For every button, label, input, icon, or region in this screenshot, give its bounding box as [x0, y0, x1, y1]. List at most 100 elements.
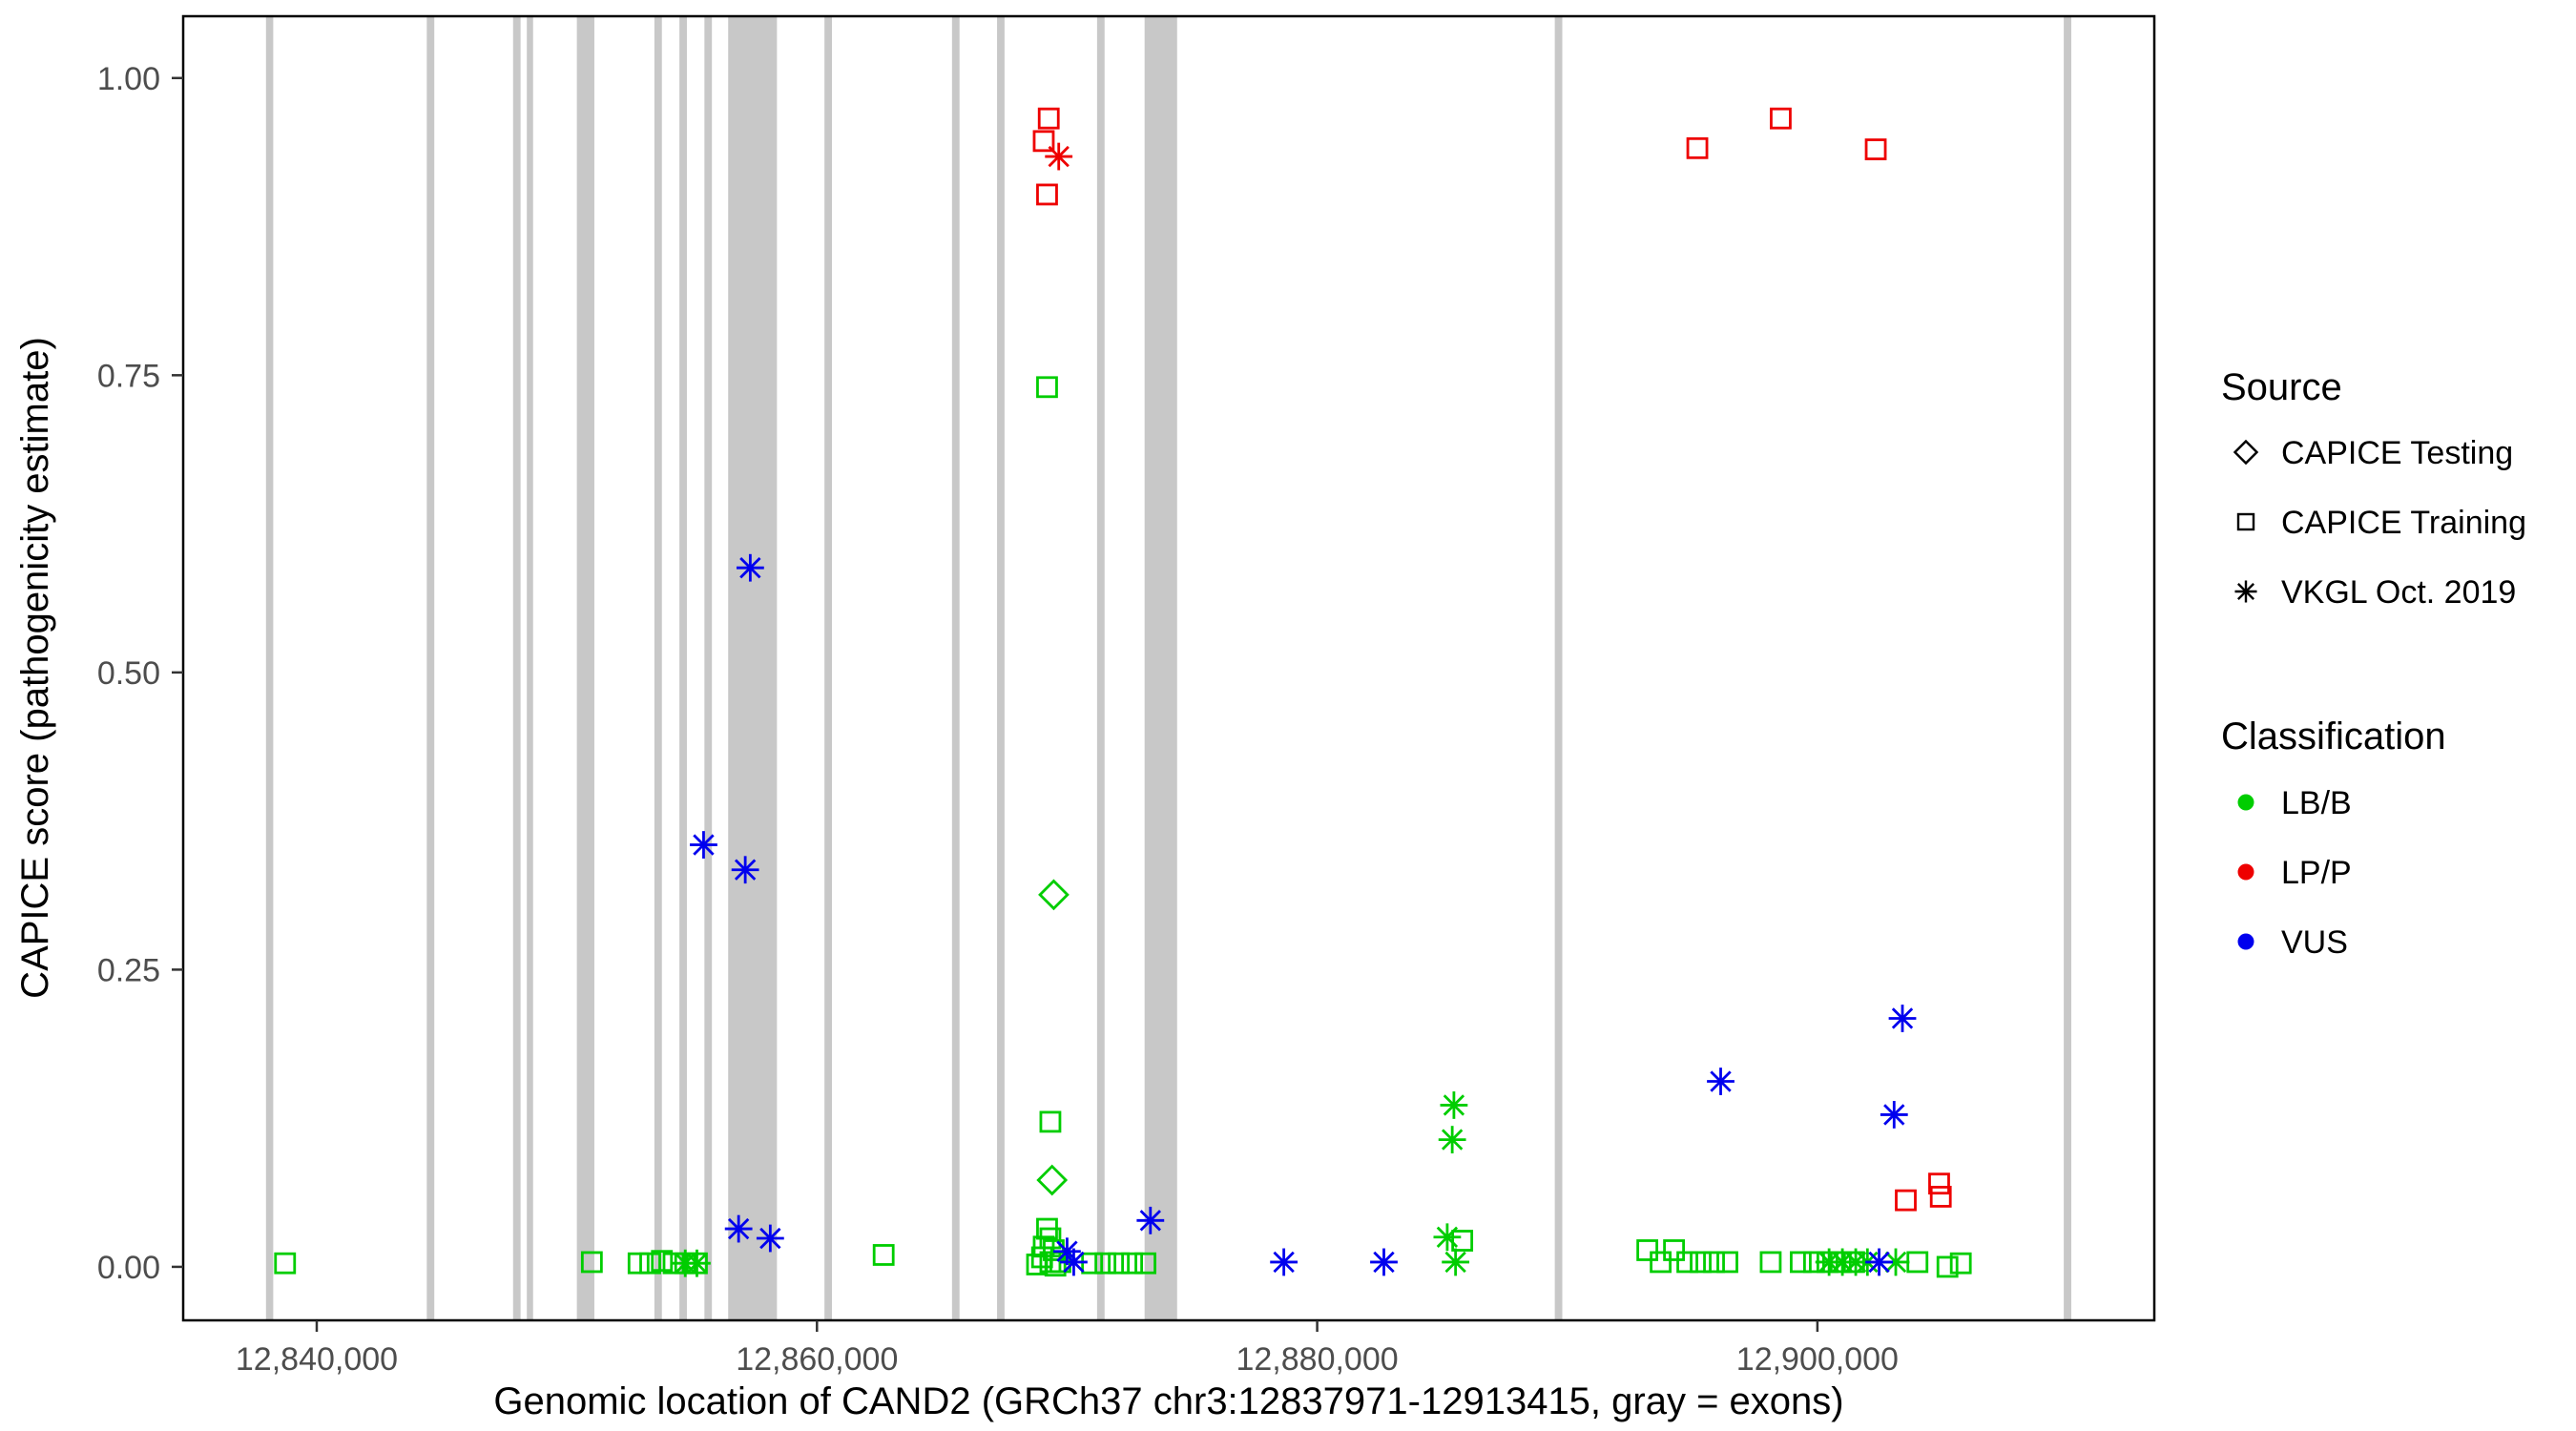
- data-point: [1442, 1248, 1470, 1276]
- legend-item-capice-testing: CAPICE Testing: [2281, 435, 2513, 471]
- exon-bar: [679, 16, 687, 1320]
- data-point: [1703, 1251, 1725, 1274]
- panel-border: [181, 14, 2156, 1322]
- y-tick-label: 0.75: [97, 358, 160, 394]
- data-point: [724, 1214, 753, 1243]
- y-tick-label: 0.50: [97, 655, 160, 692]
- exon-bar: [654, 16, 662, 1320]
- legend-item-lpp: LP/P: [2281, 855, 2352, 891]
- exon-bar: [1144, 16, 1177, 1320]
- data-point: [1636, 1239, 1659, 1261]
- data-point: [1370, 1248, 1398, 1276]
- data-point: [1928, 1172, 1950, 1195]
- exon-bar: [426, 16, 435, 1320]
- data-point: [1108, 1252, 1131, 1275]
- data-point: [736, 553, 764, 582]
- legend-item-lbb: LB/B: [2281, 785, 2352, 821]
- data-point: [1038, 879, 1070, 911]
- legend-item-vkgl: VKGL Oct. 2019: [2281, 574, 2516, 611]
- data-point: [1707, 1068, 1735, 1095]
- exon-bar: [728, 16, 778, 1320]
- data-point: [1770, 107, 1792, 130]
- data-point: [651, 1250, 674, 1273]
- data-point: [1060, 1248, 1088, 1276]
- legend-classification-title: Classification: [2221, 716, 2446, 757]
- data-point: [1134, 1252, 1156, 1275]
- exon-bar: [704, 16, 713, 1320]
- data-point: [1136, 1206, 1165, 1234]
- legend-item-vus: VUS: [2281, 924, 2348, 961]
- exon-bar: [265, 16, 274, 1320]
- data-point: [731, 856, 759, 884]
- exon-bar: [2064, 16, 2071, 1320]
- legend-source-title: Source: [2221, 366, 2342, 408]
- x-axis-title: Genomic location of CAND2 (GRCh37 chr3:1…: [493, 1380, 1843, 1422]
- data-point: [1036, 183, 1058, 206]
- data-point: [1440, 1091, 1468, 1119]
- data-point: [1663, 1239, 1685, 1261]
- data-point: [1906, 1251, 1929, 1274]
- data-point: [756, 1224, 784, 1253]
- y-axis-title: CAPICE score (pathogenicity estimate): [14, 337, 56, 999]
- data-point: [1888, 1005, 1917, 1032]
- classification-dot-icon: [2237, 933, 2254, 950]
- data-point: [1039, 1110, 1062, 1133]
- y-tick-label: 0.00: [97, 1250, 160, 1286]
- x-tick-label: 12,860,000: [736, 1341, 898, 1378]
- data-point: [1880, 1101, 1908, 1129]
- square-legend-icon: [2236, 512, 2255, 531]
- data-point: [1032, 130, 1055, 153]
- data-point: [1045, 142, 1073, 171]
- data-point: [1044, 1255, 1067, 1277]
- data-point: [1270, 1248, 1298, 1276]
- exon-bar: [1554, 16, 1563, 1320]
- data-point: [1036, 376, 1058, 399]
- data-point: [1895, 1189, 1917, 1212]
- classification-dot-icon: [2237, 794, 2254, 811]
- legend-item-capice-training: CAPICE Training: [2281, 505, 2526, 541]
- data-point: [690, 831, 717, 859]
- data-point: [274, 1252, 297, 1275]
- data-point: [1121, 1252, 1143, 1275]
- diamond-legend-icon: [2233, 439, 2259, 466]
- x-tick-label: 12,840,000: [236, 1341, 398, 1378]
- data-point: [639, 1252, 661, 1275]
- y-tick-label: 1.00: [97, 61, 160, 97]
- data-point: [1789, 1251, 1812, 1274]
- asterisk-legend-icon: [2234, 580, 2257, 603]
- data-point: [683, 1249, 711, 1277]
- data-point: [1864, 138, 1887, 160]
- data-point: [1690, 1251, 1712, 1274]
- exon-bar: [997, 16, 1005, 1320]
- exon-bar: [527, 16, 533, 1320]
- data-point: [1759, 1251, 1782, 1274]
- data-point: [627, 1252, 650, 1275]
- exon-bar: [951, 16, 960, 1320]
- data-point: [872, 1244, 895, 1266]
- data-point: [1949, 1252, 1972, 1275]
- data-point: [1438, 1126, 1466, 1153]
- data-point: [1676, 1251, 1698, 1274]
- classification-dot-icon: [2237, 863, 2254, 881]
- data-point: [1936, 1255, 1959, 1278]
- data-point: [1686, 136, 1709, 159]
- data-point: [1716, 1251, 1738, 1274]
- x-tick-label: 12,900,000: [1736, 1341, 1899, 1378]
- data-point: [1036, 1164, 1069, 1196]
- y-tick-label: 0.25: [97, 952, 160, 988]
- exon-bar: [576, 16, 594, 1320]
- data-point: [1037, 107, 1060, 130]
- x-tick-label: 12,880,000: [1236, 1341, 1398, 1378]
- plot-panel: 12,840,000 12,860,000 12,880,000 12,900,000…: [97, 14, 2259, 1378]
- data-point: [1451, 1230, 1474, 1252]
- data-point: [1650, 1251, 1672, 1274]
- data-point: [1433, 1223, 1462, 1252]
- exon-bar: [824, 16, 833, 1320]
- exon-bar: [1096, 16, 1105, 1320]
- data-point: [580, 1251, 603, 1274]
- data-point: [1094, 1252, 1117, 1275]
- data-point: [1865, 1248, 1893, 1276]
- data-point: [1929, 1186, 1952, 1208]
